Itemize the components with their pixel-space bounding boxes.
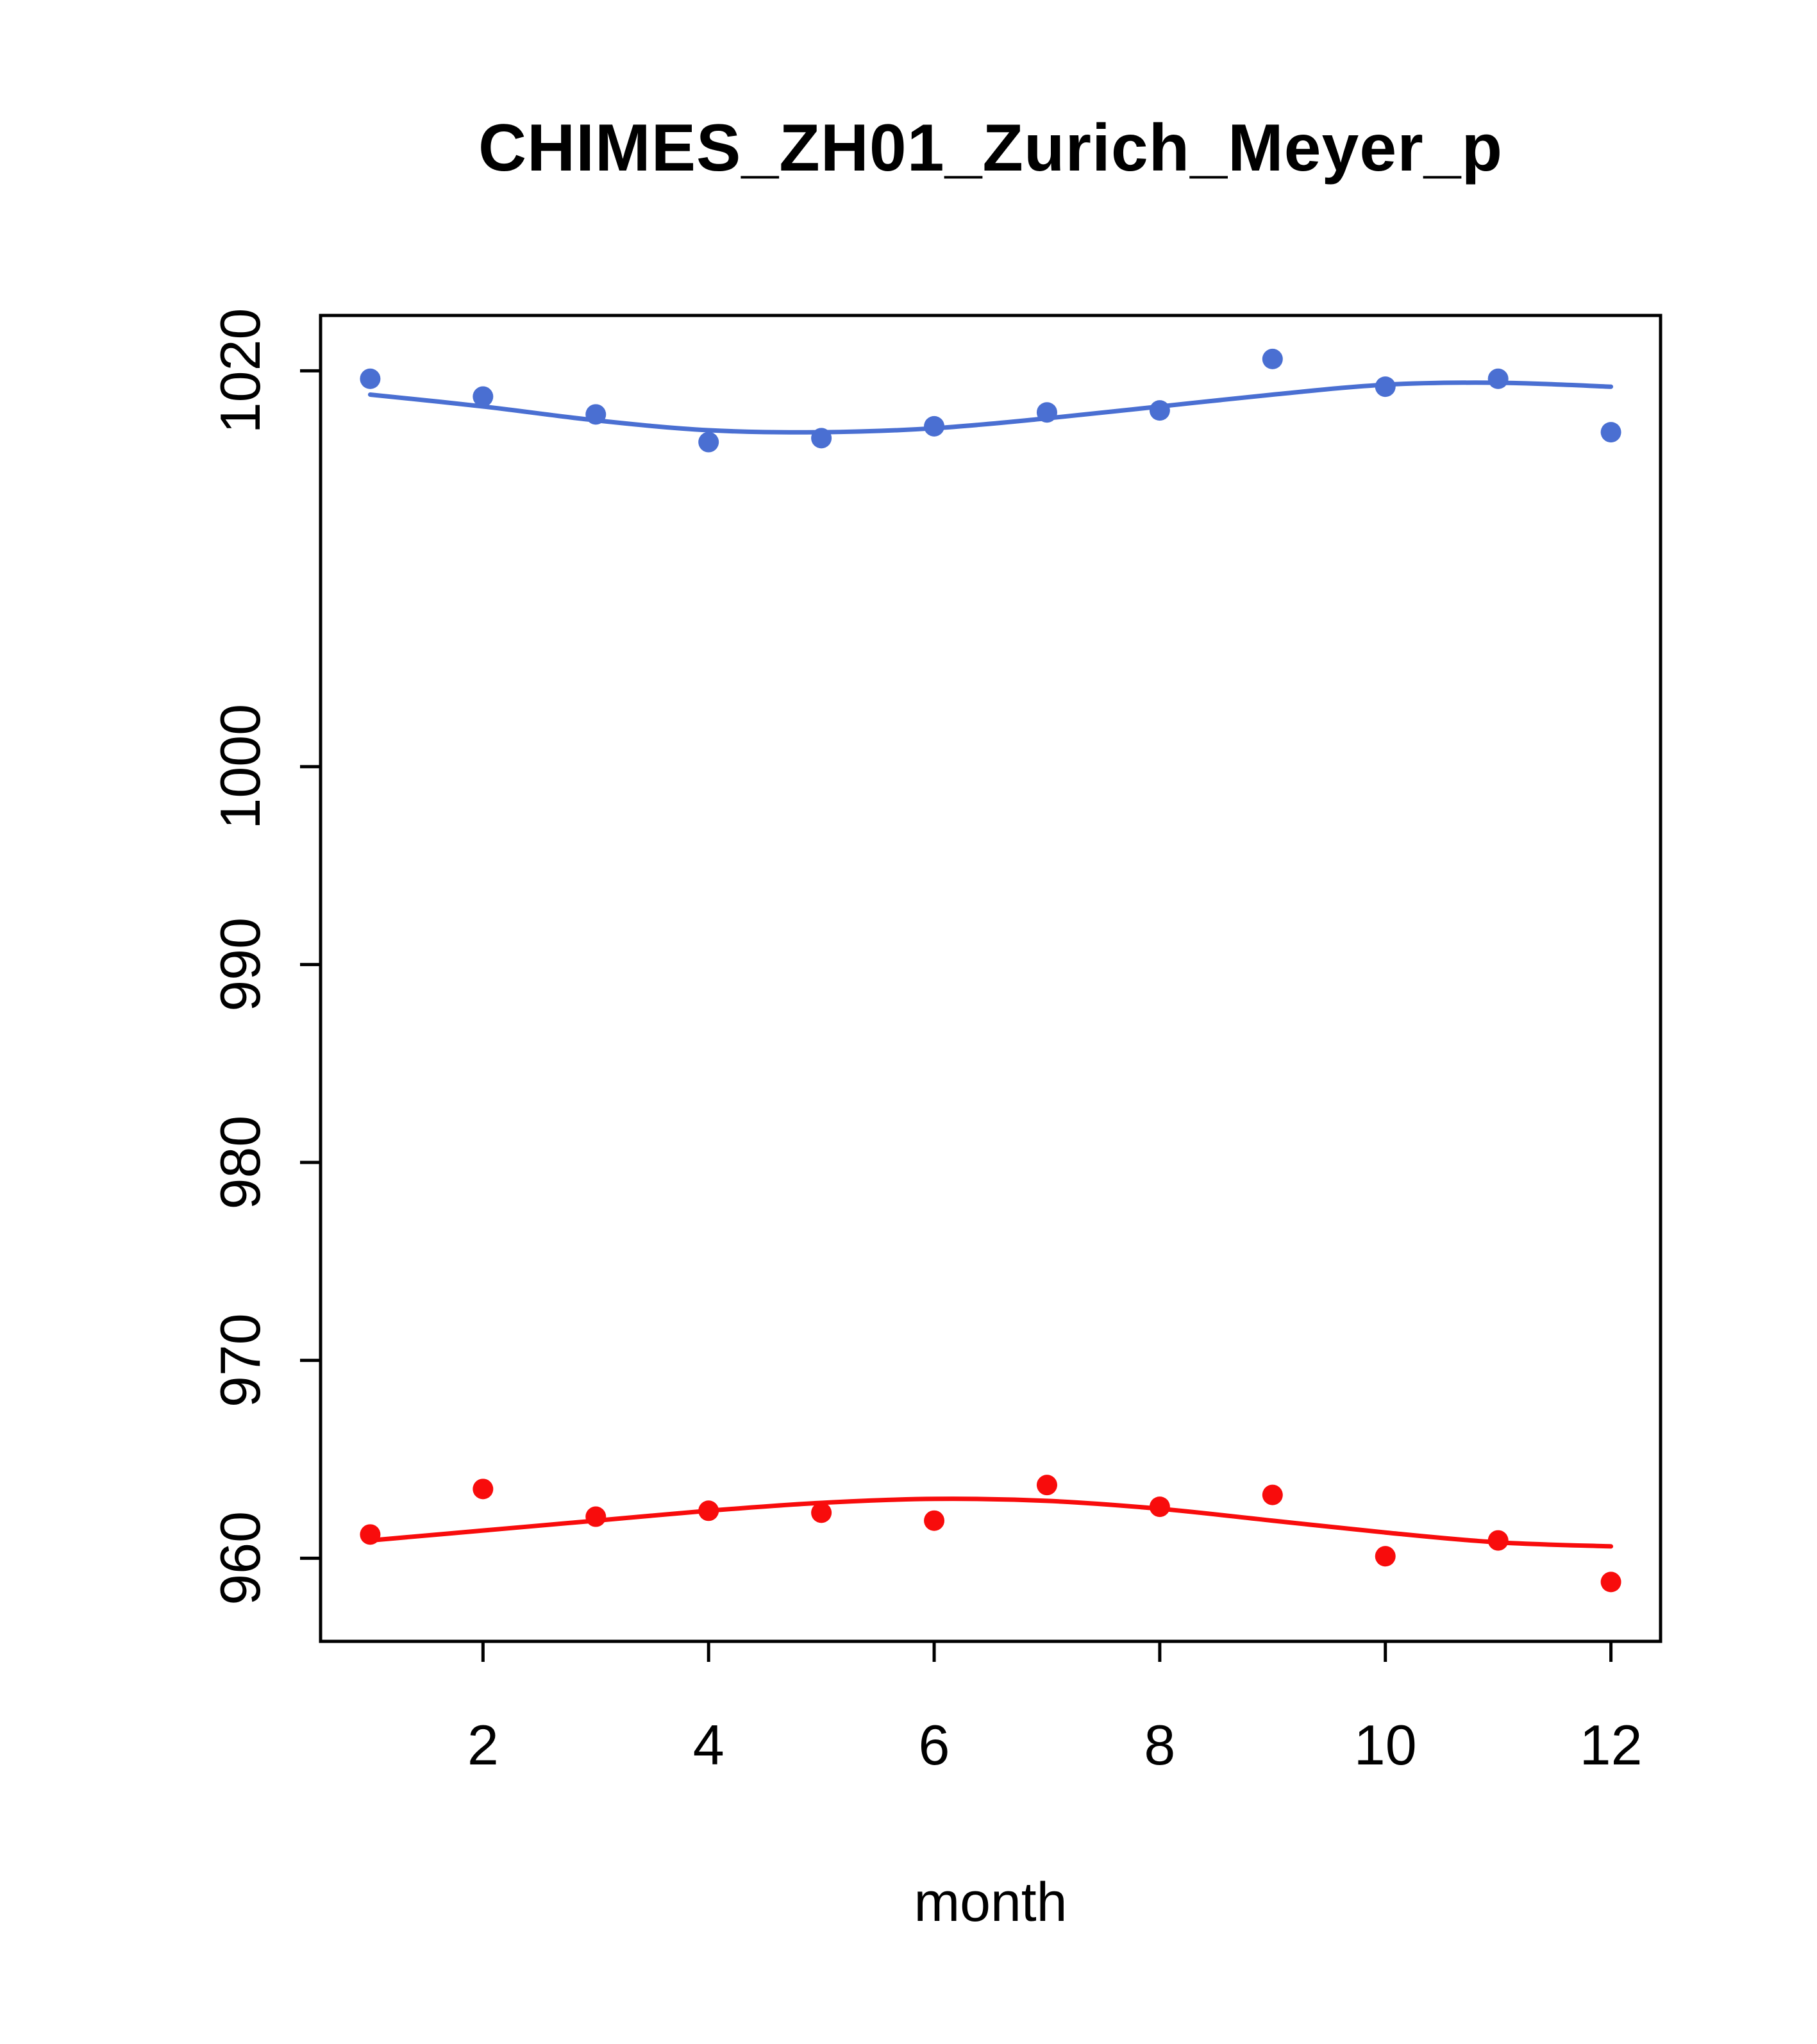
y-axis-tick-label: 960 (208, 1511, 272, 1605)
series-blue-point (585, 404, 607, 425)
x-axis-tick-label: 10 (1354, 1713, 1417, 1777)
x-axis-tick-label: 6 (919, 1713, 950, 1777)
series-blue-point (473, 386, 494, 407)
series-blue-point (1262, 348, 1283, 369)
series-red-point (1600, 1571, 1621, 1593)
y-axis-tick-label: 980 (208, 1116, 272, 1210)
series-blue-point (1375, 376, 1396, 398)
chart-title: CHIMES_ZH01_Zurich_Meyer_p (478, 111, 1503, 185)
series-red-point (811, 1502, 832, 1523)
series-blue-point (360, 368, 381, 389)
series-blue-point (924, 415, 945, 437)
series-blue-point (1036, 402, 1057, 423)
series-red-point (924, 1510, 945, 1531)
x-axis-tick-label: 8 (1144, 1713, 1175, 1777)
series-red-point (360, 1524, 381, 1545)
x-axis-tick-label: 4 (693, 1713, 724, 1777)
series-blue-point (1600, 422, 1621, 443)
series-blue-point (698, 431, 719, 453)
series-red-point (473, 1479, 494, 1500)
y-axis-tick-label: 1020 (208, 308, 272, 434)
series-red-line (367, 1496, 1614, 1549)
series-blue-point (1487, 368, 1509, 389)
plot-box (319, 314, 1662, 1643)
y-axis-tick-label: 990 (208, 917, 272, 1012)
series-red-point (1149, 1496, 1170, 1518)
series-red-point (1036, 1475, 1057, 1496)
y-axis-tick-label: 970 (208, 1313, 272, 1407)
y-axis-tick-label: 1000 (208, 704, 272, 830)
series-red-point (1375, 1546, 1396, 1567)
series-blue-point (1149, 400, 1170, 421)
x-axis-tick-label: 2 (467, 1713, 499, 1777)
x-axis-title: month (914, 1872, 1068, 1933)
series-red-point (698, 1500, 719, 1521)
series-red-point (1487, 1530, 1509, 1551)
series-red-point (1262, 1484, 1283, 1505)
series-red-point (585, 1506, 607, 1527)
x-axis-tick-label: 12 (1580, 1713, 1643, 1777)
series-blue-line (367, 380, 1614, 435)
series-blue-point (811, 428, 832, 449)
